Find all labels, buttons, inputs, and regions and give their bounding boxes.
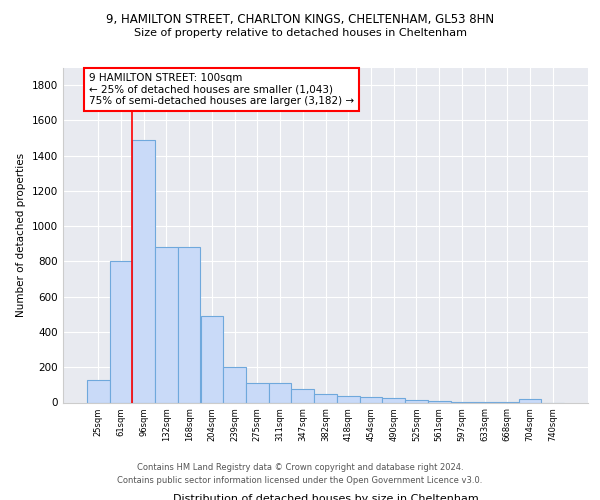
Y-axis label: Number of detached properties: Number of detached properties	[16, 153, 26, 317]
Text: 9, HAMILTON STREET, CHARLTON KINGS, CHELTENHAM, GL53 8HN: 9, HAMILTON STREET, CHARLTON KINGS, CHEL…	[106, 12, 494, 26]
Bar	[200, 316, 223, 402]
X-axis label: Distribution of detached houses by size in Cheltenham: Distribution of detached houses by size …	[173, 494, 478, 500]
Bar	[405, 400, 428, 402]
Bar	[518, 399, 541, 402]
Bar	[292, 390, 314, 402]
Bar	[155, 248, 178, 402]
Bar	[337, 396, 359, 402]
Bar	[110, 262, 133, 402]
Bar	[223, 367, 246, 402]
Bar	[178, 248, 200, 402]
Text: Contains HM Land Registry data © Crown copyright and database right 2024.: Contains HM Land Registry data © Crown c…	[137, 464, 463, 472]
Bar	[359, 397, 382, 402]
Bar	[133, 140, 155, 402]
Bar	[428, 400, 451, 402]
Bar	[87, 380, 110, 402]
Text: 9 HAMILTON STREET: 100sqm
← 25% of detached houses are smaller (1,043)
75% of se: 9 HAMILTON STREET: 100sqm ← 25% of detac…	[89, 73, 354, 106]
Bar	[382, 398, 405, 402]
Text: Size of property relative to detached houses in Cheltenham: Size of property relative to detached ho…	[133, 28, 467, 38]
Bar	[314, 394, 337, 402]
Bar	[269, 383, 292, 402]
Text: Contains public sector information licensed under the Open Government Licence v3: Contains public sector information licen…	[118, 476, 482, 485]
Bar	[246, 383, 269, 402]
